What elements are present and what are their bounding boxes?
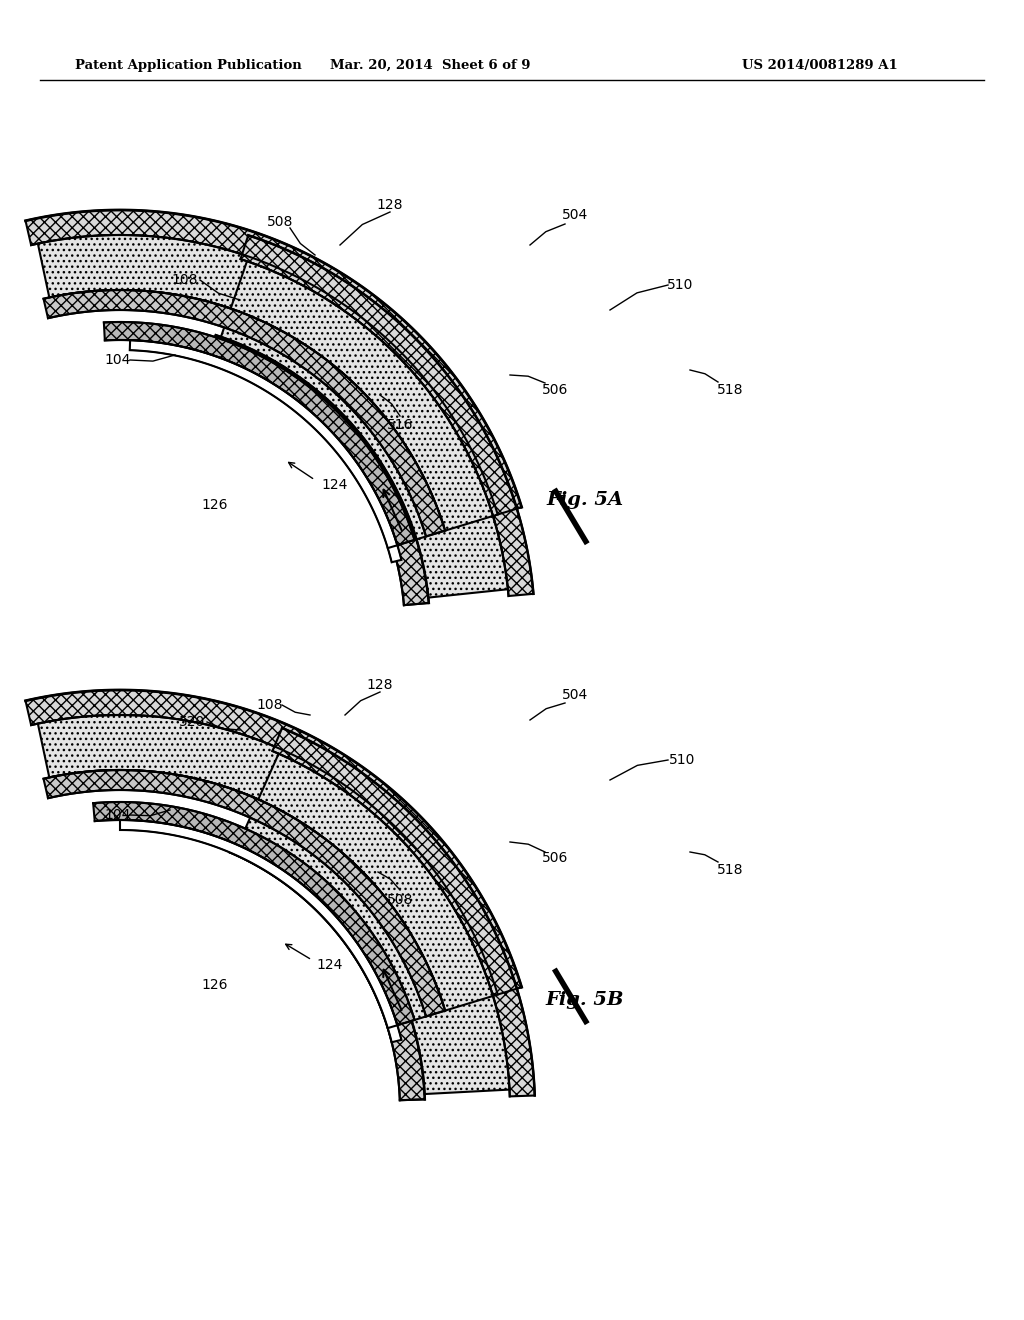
Text: 508: 508 [387, 894, 414, 907]
Polygon shape [229, 829, 425, 1101]
Text: 508: 508 [267, 215, 293, 228]
Text: 510: 510 [667, 279, 693, 292]
Polygon shape [241, 235, 534, 597]
Polygon shape [103, 322, 415, 545]
Text: 506: 506 [542, 383, 568, 397]
Text: 124: 124 [322, 478, 348, 492]
Polygon shape [244, 754, 510, 1094]
Text: 128: 128 [377, 198, 403, 213]
Polygon shape [26, 690, 521, 994]
Polygon shape [26, 210, 521, 515]
Polygon shape [43, 290, 445, 536]
Text: Mar. 20, 2014  Sheet 6 of 9: Mar. 20, 2014 Sheet 6 of 9 [330, 58, 530, 71]
Text: 108: 108 [257, 698, 284, 711]
Text: 520: 520 [179, 715, 205, 729]
Text: 128: 128 [367, 678, 393, 692]
Text: 510: 510 [669, 752, 695, 767]
Text: 126: 126 [202, 978, 228, 993]
Polygon shape [43, 770, 445, 1016]
Text: 504: 504 [562, 209, 588, 222]
Text: Fig. 5B: Fig. 5B [546, 991, 625, 1008]
Text: Patent Application Publication: Patent Application Publication [75, 58, 302, 71]
Polygon shape [221, 261, 508, 598]
Text: 124: 124 [316, 958, 343, 972]
Text: 108: 108 [172, 273, 199, 286]
Polygon shape [120, 820, 401, 1043]
Polygon shape [130, 341, 401, 562]
Polygon shape [38, 715, 496, 1005]
Text: 516: 516 [387, 418, 414, 432]
Text: 518: 518 [717, 863, 743, 876]
Polygon shape [208, 335, 429, 605]
Text: 126: 126 [202, 498, 228, 512]
Text: 506: 506 [542, 851, 568, 865]
Text: 504: 504 [562, 688, 588, 702]
Text: 104: 104 [104, 352, 131, 367]
Text: Fig. 5A: Fig. 5A [547, 491, 624, 510]
Text: 518: 518 [717, 383, 743, 397]
Polygon shape [272, 729, 535, 1097]
Text: 104: 104 [104, 808, 131, 822]
Text: US 2014/0081289 A1: US 2014/0081289 A1 [742, 58, 898, 71]
Polygon shape [93, 803, 415, 1026]
Polygon shape [38, 235, 496, 525]
